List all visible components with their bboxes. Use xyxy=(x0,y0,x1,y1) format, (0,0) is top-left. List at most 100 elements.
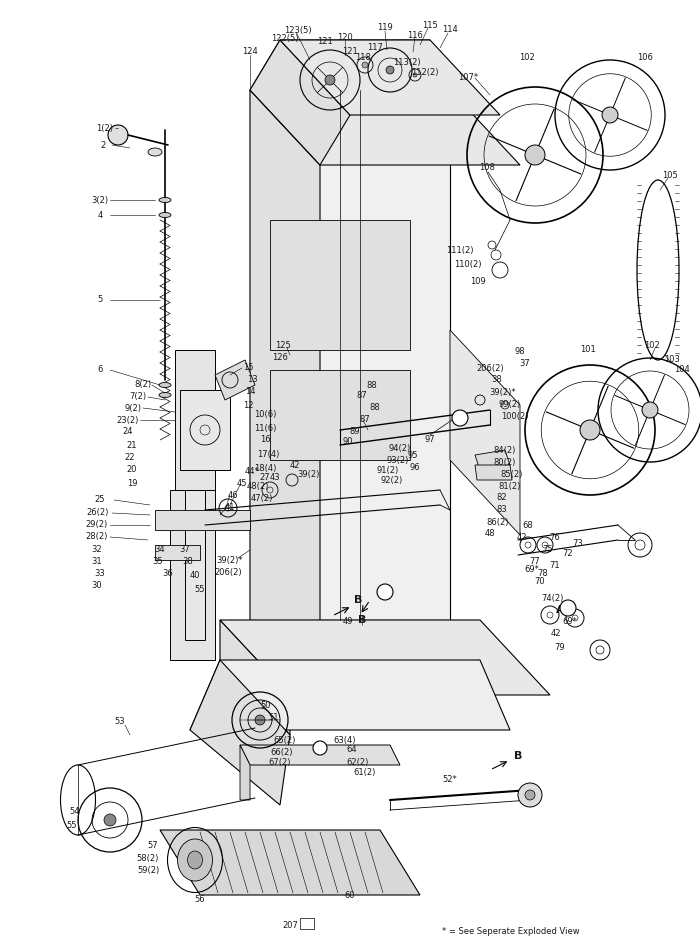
Text: 10(6): 10(6) xyxy=(254,410,276,420)
Text: 45: 45 xyxy=(237,479,247,487)
Text: 47(2): 47(2) xyxy=(251,493,273,503)
Text: 8(2): 8(2) xyxy=(134,381,152,390)
Text: D: D xyxy=(381,587,389,597)
Text: B: B xyxy=(514,751,522,761)
Text: 35: 35 xyxy=(153,558,163,566)
Polygon shape xyxy=(270,370,410,460)
Text: 28(2): 28(2) xyxy=(86,533,108,542)
Text: 69*: 69* xyxy=(563,618,578,626)
Text: 102: 102 xyxy=(519,53,535,63)
Text: 30: 30 xyxy=(92,581,102,591)
Circle shape xyxy=(362,62,368,68)
Text: A: A xyxy=(556,605,564,615)
Text: 94(2): 94(2) xyxy=(389,444,411,452)
Text: A: A xyxy=(316,744,323,752)
Ellipse shape xyxy=(159,392,171,397)
Circle shape xyxy=(560,600,576,616)
Polygon shape xyxy=(220,620,480,660)
Text: 13: 13 xyxy=(246,375,258,385)
Text: 26(2): 26(2) xyxy=(87,508,109,518)
Text: 91(2): 91(2) xyxy=(377,466,399,474)
Text: 62(2): 62(2) xyxy=(346,757,369,767)
Text: 107*: 107* xyxy=(458,73,478,83)
Text: 37: 37 xyxy=(519,359,531,369)
Text: 70: 70 xyxy=(535,578,545,586)
Text: 55: 55 xyxy=(195,585,205,595)
Text: 38: 38 xyxy=(183,558,193,566)
Polygon shape xyxy=(155,510,250,530)
Text: 99(2): 99(2) xyxy=(499,400,521,408)
Polygon shape xyxy=(170,490,215,660)
Text: 114: 114 xyxy=(442,26,458,34)
Polygon shape xyxy=(250,90,520,165)
Text: 42: 42 xyxy=(551,629,561,637)
Text: 123(5): 123(5) xyxy=(284,26,312,34)
Text: 37: 37 xyxy=(180,545,190,555)
Text: 76: 76 xyxy=(550,533,561,542)
Circle shape xyxy=(377,584,393,600)
Text: B: B xyxy=(354,595,362,605)
Text: 11(6): 11(6) xyxy=(254,424,276,432)
Text: 92(2): 92(2) xyxy=(381,476,403,484)
Text: 19: 19 xyxy=(127,479,137,487)
Text: 42: 42 xyxy=(290,461,300,469)
Text: 39(2)*: 39(2)* xyxy=(217,556,244,564)
Text: 87: 87 xyxy=(356,391,368,401)
Text: 96: 96 xyxy=(410,463,420,471)
Text: 77: 77 xyxy=(530,558,540,566)
Ellipse shape xyxy=(148,148,162,156)
Text: 3(2): 3(2) xyxy=(92,196,108,204)
Text: 112(2): 112(2) xyxy=(412,68,439,78)
Text: 86(2): 86(2) xyxy=(486,518,510,526)
Polygon shape xyxy=(180,390,230,470)
Text: 58(2): 58(2) xyxy=(136,853,159,863)
Circle shape xyxy=(108,125,128,145)
Text: 117: 117 xyxy=(367,44,383,52)
Text: 88: 88 xyxy=(370,403,380,411)
Text: 63(4): 63(4) xyxy=(334,735,356,745)
Text: 21: 21 xyxy=(127,441,137,449)
Circle shape xyxy=(325,75,335,85)
Text: 120: 120 xyxy=(337,33,353,43)
Circle shape xyxy=(452,410,468,426)
Ellipse shape xyxy=(159,383,171,388)
Polygon shape xyxy=(155,545,200,560)
Ellipse shape xyxy=(188,851,202,869)
Bar xyxy=(300,918,314,929)
Polygon shape xyxy=(215,360,255,400)
Text: 9(2): 9(2) xyxy=(125,404,141,412)
Polygon shape xyxy=(240,745,250,800)
Polygon shape xyxy=(250,90,450,620)
Circle shape xyxy=(518,783,542,807)
Ellipse shape xyxy=(178,839,213,881)
Circle shape xyxy=(255,715,265,725)
Text: 16: 16 xyxy=(260,435,270,445)
Text: 81(2): 81(2) xyxy=(499,482,522,490)
Polygon shape xyxy=(220,620,550,695)
Text: 80(2): 80(2) xyxy=(494,458,516,466)
Text: 122(5): 122(5) xyxy=(272,33,299,43)
Text: 31: 31 xyxy=(92,558,102,566)
Circle shape xyxy=(525,790,535,800)
Text: 72: 72 xyxy=(563,548,573,558)
Text: 64: 64 xyxy=(346,746,357,754)
Text: 74(2): 74(2) xyxy=(541,594,564,602)
Text: 97: 97 xyxy=(425,435,435,445)
Circle shape xyxy=(602,107,618,123)
Text: 36: 36 xyxy=(162,569,174,579)
Text: 59(2): 59(2) xyxy=(137,865,159,875)
Text: 50: 50 xyxy=(260,700,272,710)
Text: 14: 14 xyxy=(245,388,255,396)
Text: 51: 51 xyxy=(269,713,279,723)
Text: 113(2): 113(2) xyxy=(393,58,421,66)
Text: 105: 105 xyxy=(662,170,678,180)
Text: 103: 103 xyxy=(664,355,680,365)
Polygon shape xyxy=(250,40,450,90)
Text: C: C xyxy=(456,413,463,423)
Text: 39(2)*: 39(2)* xyxy=(490,388,517,396)
Text: B: B xyxy=(358,615,366,625)
Polygon shape xyxy=(475,450,510,470)
Text: 67(2): 67(2) xyxy=(269,758,291,768)
Text: 38: 38 xyxy=(491,375,503,385)
Polygon shape xyxy=(175,350,215,490)
